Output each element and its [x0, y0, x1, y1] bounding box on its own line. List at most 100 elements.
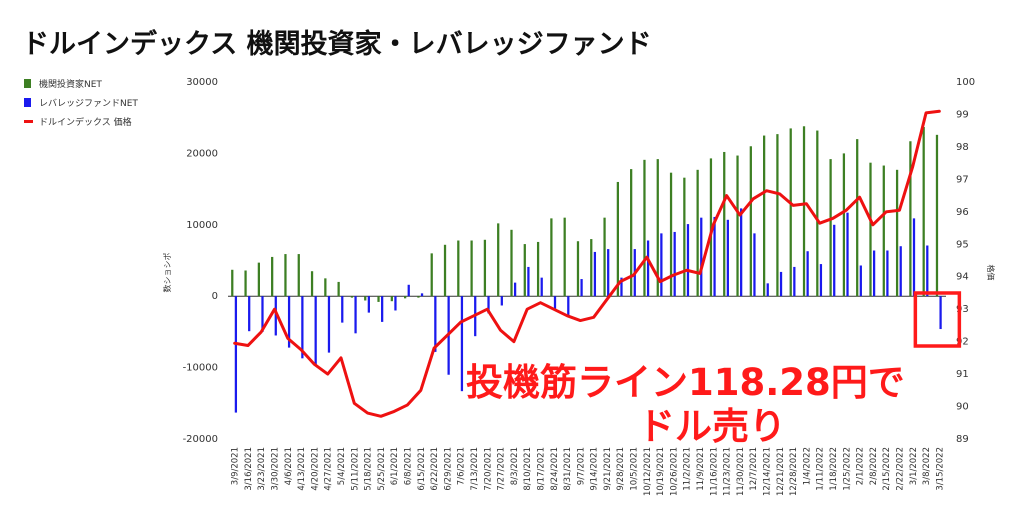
bar-institutional	[483, 239, 487, 297]
legend-item-leveraged: レバレッジファンドNET	[24, 93, 138, 112]
x-tick-label: 5/11/2021	[350, 447, 360, 491]
bar-leveraged	[926, 245, 929, 297]
bar-institutional	[231, 269, 234, 297]
bar-leveraged	[354, 296, 357, 334]
bar-leveraged	[793, 266, 796, 297]
bar-leveraged	[287, 296, 291, 348]
bar-institutional	[842, 153, 846, 297]
bar-leveraged	[726, 219, 729, 297]
highlight-box	[913, 291, 962, 348]
x-tick-label: 11/16/2021	[709, 447, 719, 496]
x-tick-label: 9/21/2021	[603, 447, 613, 491]
bar-institutional	[523, 244, 526, 297]
x-tick-label: 6/1/2021	[390, 447, 400, 485]
x-tick-label: 5/25/2021	[377, 447, 387, 491]
bar-institutional	[271, 256, 274, 297]
bar-leveraged	[513, 282, 517, 297]
x-tick-label: 9/7/2021	[576, 447, 586, 485]
x-tick-label: 12/21/2021	[776, 447, 786, 496]
y2-tick-label: 99	[956, 109, 969, 120]
bar-leveraged	[779, 271, 783, 297]
bar-institutional	[816, 130, 819, 297]
x-tick-label: 6/29/2021	[443, 447, 453, 491]
bar-leveraged	[620, 277, 623, 297]
legend-label-index: ドルインデックス 価格	[39, 118, 132, 128]
x-tick-label: 10/19/2021	[656, 447, 666, 496]
x-tick-label: 5/18/2021	[364, 447, 374, 491]
bar-institutional	[736, 155, 739, 297]
legend-label-leveraged: レバレッジファンドNET	[39, 99, 138, 109]
bar-institutional	[576, 241, 580, 297]
x-tick-label: 7/27/2021	[497, 447, 507, 491]
bar-leveraged	[407, 284, 410, 297]
bar-leveraged	[833, 224, 836, 297]
legend-swatch-leveraged	[24, 98, 31, 107]
bar-leveraged	[341, 296, 344, 323]
x-tick-label: 2/1/2022	[856, 447, 866, 485]
y2-tick-label: 100	[956, 77, 975, 88]
bar-institutional	[829, 159, 832, 297]
x-tick-label: 11/9/2021	[696, 447, 706, 491]
bar-institutional	[603, 217, 606, 297]
bar-institutional	[935, 134, 939, 297]
bar-institutional	[630, 169, 633, 297]
bar-institutional	[404, 296, 407, 299]
bar-institutional	[776, 134, 779, 297]
x-tick-label: 4/13/2021	[297, 447, 307, 491]
bar-institutional	[856, 139, 859, 297]
x-tick-label: 12/14/2021	[763, 447, 773, 496]
bar-institutional	[723, 151, 726, 297]
bar-leveraged	[434, 296, 437, 352]
x-tick-label: 11/23/2021	[723, 447, 733, 496]
bar-leveraged	[420, 293, 424, 297]
bar-leveraged	[274, 296, 277, 336]
bar-institutional	[643, 159, 646, 297]
bar-institutional	[297, 254, 300, 297]
y2-axis-title: 格価	[986, 265, 996, 281]
y-tick-label: 20000	[186, 148, 218, 159]
x-tick-label: 3/30/2021	[271, 447, 281, 491]
legend: 機関投資家NET レバレッジファンドNET ドルインデックス 価格	[24, 74, 138, 131]
bar-leveraged	[460, 296, 464, 392]
legend-swatch-institutional	[24, 79, 31, 88]
bar-institutional	[616, 181, 619, 297]
bar-institutional	[417, 296, 420, 298]
index-price-line	[233, 109, 941, 418]
bar-leveraged	[553, 296, 557, 310]
x-tick-label: 8/17/2021	[536, 447, 546, 491]
bar-leveraged	[713, 216, 716, 297]
bar-institutional	[470, 240, 473, 297]
bar-institutional	[550, 218, 553, 297]
legend-item-index: ドルインデックス 価格	[24, 112, 138, 131]
x-tick-label: 7/6/2021	[457, 447, 467, 485]
x-tick-label: 1/11/2022	[816, 447, 826, 491]
x-tick-label: 4/27/2021	[324, 447, 334, 491]
bar-leveraged	[912, 218, 916, 297]
x-tick-label: 3/1/2022	[909, 447, 919, 485]
x-tick-label: 12/7/2021	[749, 447, 759, 491]
bar-leveraged	[766, 283, 769, 297]
x-tick-label: 3/9/2021	[231, 447, 241, 485]
bar-leveraged	[394, 296, 397, 311]
x-tick-label: 12/28/2021	[789, 447, 799, 496]
bar-leveraged	[700, 217, 703, 297]
x-tick-label: 6/8/2021	[404, 447, 414, 485]
annotation-line-2: ドル売り	[638, 405, 786, 448]
bar-leveraged	[753, 233, 756, 297]
bar-institutional	[324, 278, 327, 297]
bar-leveraged	[646, 240, 650, 297]
bar-leveraged	[261, 296, 264, 332]
bar-institutional	[563, 217, 566, 297]
bar-leveraged	[899, 246, 902, 297]
bar-institutional	[244, 270, 247, 297]
bar-institutional	[364, 296, 367, 301]
bar-institutional	[257, 262, 260, 297]
bar-leveraged	[314, 296, 317, 365]
y2-tick-label: 92	[956, 337, 969, 348]
y-tick-label: 30000	[186, 77, 218, 88]
x-tick-label: 6/22/2021	[430, 447, 440, 491]
x-tick-label: 7/13/2021	[470, 447, 480, 491]
x-tick-label: 2/8/2022	[869, 447, 879, 485]
bar-institutional	[656, 159, 659, 297]
